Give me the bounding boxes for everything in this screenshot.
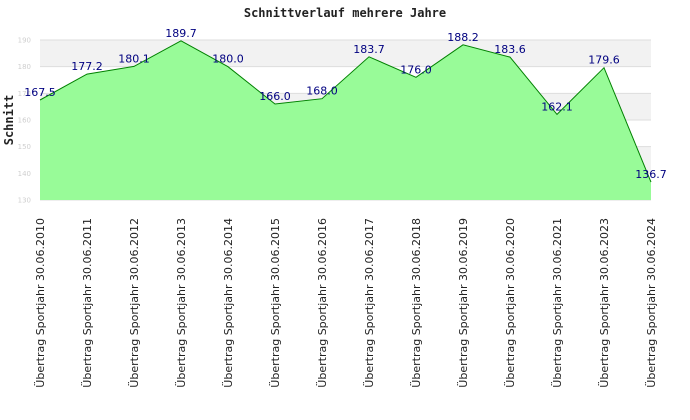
- y-tick-label: 180: [18, 63, 31, 71]
- data-label: 167.5: [24, 86, 56, 99]
- data-label: 177.2: [71, 60, 103, 73]
- data-label: 188.2: [447, 31, 479, 44]
- y-axis-label: Schnitt: [2, 95, 16, 146]
- data-label: 168.0: [306, 85, 338, 98]
- x-tick-label: Übertrag Sportjahr 30.06.2020: [504, 218, 517, 388]
- series-line: [39, 40, 652, 183]
- data-label: 189.7: [165, 27, 197, 40]
- x-tick-label: Übertrag Sportjahr 30.06.2024: [645, 218, 658, 388]
- data-label: 136.7: [635, 168, 667, 181]
- y-tick-label: 170: [18, 90, 31, 98]
- data-label: 180.1: [118, 52, 150, 65]
- x-tick-label: Übertrag Sportjahr 30.06.2016: [316, 218, 329, 388]
- x-tick-label: Übertrag Sportjahr 30.06.2013: [175, 218, 188, 388]
- y-tick-labels: 130 140 150 160 170 180 190: [18, 37, 31, 205]
- data-labels: 167.5 177.2 180.1 189.7 180.0 166.0 168.0 183.7…: [24, 27, 667, 181]
- x-tick-label: Übertrag Sportjahr 30.06.2018: [410, 218, 423, 388]
- x-tick-label: Übertrag Sportjahr 30.06.2014: [222, 218, 235, 388]
- area-series: [39, 40, 652, 200]
- y-tick-label: 150: [18, 143, 31, 151]
- y-tick-label: 130: [18, 197, 31, 205]
- y-tick-label: 190: [18, 37, 31, 45]
- x-tick-label: Übertrag Sportjahr 30.06.2021: [551, 218, 564, 388]
- data-label: 183.6: [494, 43, 526, 56]
- data-label: 183.7: [353, 43, 385, 56]
- x-tick-label: Übertrag Sportjahr 30.06.2023: [598, 218, 611, 388]
- data-label: 166.0: [259, 90, 291, 103]
- x-tick-label: Übertrag Sportjahr 30.06.2012: [128, 218, 141, 388]
- x-tick-label: Übertrag Sportjahr 30.06.2011: [81, 218, 94, 388]
- data-label: 176.0: [400, 63, 432, 76]
- data-label: 179.6: [588, 54, 620, 67]
- x-tick-labels: Übertrag Sportjahr 30.06.2010 Übertrag Sp…: [34, 218, 658, 388]
- chart-title: Schnittverlauf mehrere Jahre: [244, 6, 446, 20]
- y-tick-label: 140: [18, 170, 31, 178]
- y-tick-label: 160: [18, 117, 31, 125]
- data-label: 162.1: [541, 100, 573, 113]
- x-tick-label: Übertrag Sportjahr 30.06.2017: [363, 218, 376, 388]
- data-label: 180.0: [212, 53, 244, 66]
- x-tick-label: Übertrag Sportjahr 30.06.2019: [457, 218, 470, 388]
- area-fill: [40, 40, 651, 200]
- x-tick-label: Übertrag Sportjahr 30.06.2015: [269, 218, 282, 388]
- x-tick-label: Übertrag Sportjahr 30.06.2010: [34, 218, 47, 388]
